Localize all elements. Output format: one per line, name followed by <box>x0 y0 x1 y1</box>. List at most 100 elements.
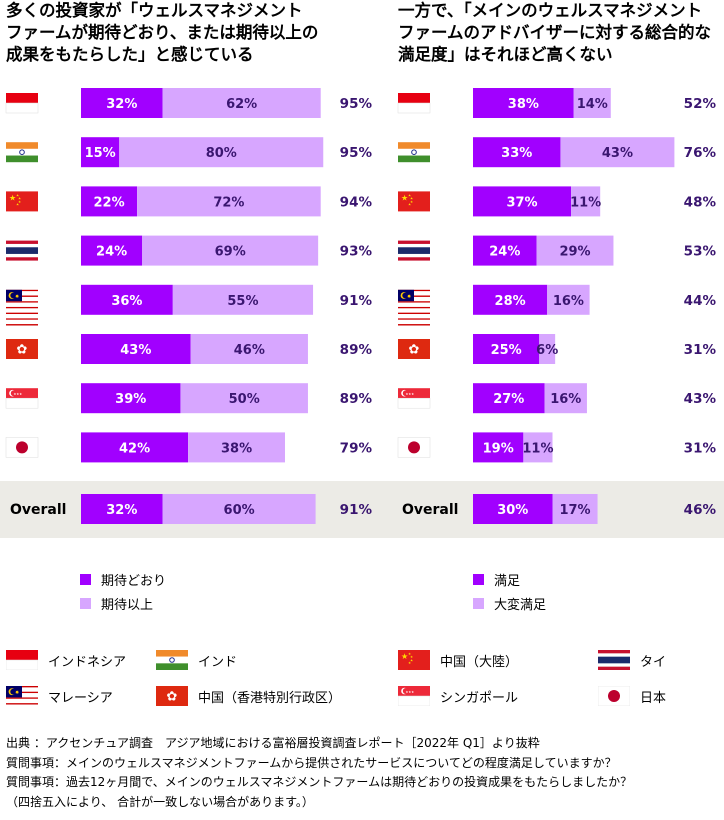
bar-value-label: 38% <box>508 97 539 112</box>
bar-value-label: 29% <box>559 245 590 260</box>
bar-segment-light <box>523 432 553 463</box>
bar-segment-light <box>539 334 556 364</box>
bar-row: 24% 29% 53% <box>398 235 716 266</box>
bar-total-label: 76% <box>684 145 717 161</box>
hongkong-flag: ✿ <box>6 339 38 359</box>
svg-text:★: ★ <box>401 652 408 661</box>
china-flag: ★ ★★★★ <box>398 650 430 670</box>
bar-total-label: 79% <box>340 440 373 456</box>
svg-text:✿: ✿ <box>409 343 420 358</box>
bar-total-label: 31% <box>684 440 717 456</box>
overall-label: Overall <box>402 502 458 518</box>
hongkong-flag: ✿ <box>398 339 430 359</box>
country-legend-item: インドネシア <box>6 645 126 675</box>
svg-text:★: ★ <box>16 193 19 197</box>
singapore-flag: ★★★ <box>397 388 431 409</box>
japan-flag <box>598 686 630 706</box>
svg-text:★: ★ <box>410 655 413 659</box>
svg-text:★: ★ <box>18 196 21 200</box>
legend-label: 満足 <box>494 573 521 589</box>
svg-text:★: ★ <box>408 193 411 197</box>
svg-text:✸: ✸ <box>407 294 411 300</box>
bar-segment-dark <box>81 494 163 524</box>
country-legend-item: 日本 <box>598 681 666 711</box>
legend-item-satisfied: 満足 <box>473 567 546 591</box>
svg-text:✿: ✿ <box>17 343 28 358</box>
malaysia-flag: ✸ <box>6 686 38 706</box>
hongkong-flag: ✿ <box>156 686 188 706</box>
bar-segment-dark <box>473 284 548 315</box>
svg-text:★: ★ <box>16 202 19 206</box>
bar-row: ✸ 36% 55% 91% <box>6 284 372 327</box>
india-flag <box>398 142 430 163</box>
stacked-bar-charts: 32% 62% 95%15% 80% 95%★ ★★★★ 22% 72% 94%24% 69% 93… <box>5 88 717 524</box>
svg-text:✿: ✿ <box>167 690 178 705</box>
country-legend: インドネシア インド ★ ★ ★ ★ ★ 中国（大陸） タイ ✸ マレーシア ✿ 中国（香港特… <box>0 645 724 717</box>
bar-total-label: 43% <box>684 391 717 407</box>
country-legend-item: ✿ 中国（香港特別行政区） <box>156 681 341 711</box>
bar-value-label: 32% <box>106 97 137 112</box>
country-legend-item: ★ ★ ★ ★ ★ 中国（大陸） <box>398 645 518 675</box>
hongkong-flag: ✿ <box>156 686 188 706</box>
bar-total-label: 44% <box>684 293 717 309</box>
indonesia-flag <box>397 93 431 114</box>
singapore-flag: ★★★ <box>5 388 39 409</box>
bar-value-label: 50% <box>229 392 260 407</box>
bar-value-label: 15% <box>85 146 116 161</box>
bar-value-label: 19% <box>483 441 514 456</box>
svg-text:★: ★ <box>401 193 408 202</box>
svg-text:★: ★ <box>410 659 413 663</box>
bar-value-label: 69% <box>215 245 246 260</box>
bar-segment-dark <box>473 88 574 118</box>
country-legend-item: タイ <box>598 645 666 675</box>
bar-segment-dark <box>473 235 537 266</box>
bar-row: 42% 38% 79% <box>5 432 373 463</box>
bar-value-label: 17% <box>559 503 590 518</box>
bar-value-label: 38% <box>221 441 252 456</box>
bar-value-label: 60% <box>224 503 255 518</box>
thailand-flag <box>6 240 38 261</box>
bar-total-label: 93% <box>340 244 373 260</box>
bar-value-label: 62% <box>226 97 257 112</box>
bar-segment-light <box>162 88 321 118</box>
singapore-flag: ★★★ <box>398 686 430 706</box>
bar-value-label: 16% <box>553 294 584 309</box>
bar-segment-dark <box>81 284 173 315</box>
bar-total-label: 94% <box>340 194 373 210</box>
bar-value-label: 24% <box>489 245 520 260</box>
bar-row: ★ ★★★★ 22% 72% 94% <box>6 186 373 217</box>
legend-swatch-dark <box>473 573 484 585</box>
svg-text:✸: ✸ <box>15 690 19 696</box>
question-note-2: 質問事項：過去12ヶ月間で、メインのウェルスマネジメントファームは期待どおりの投… <box>6 775 633 789</box>
country-label: タイ <box>640 654 667 670</box>
bar-segment-light <box>560 137 675 168</box>
malaysia-flag: ✸ <box>398 289 430 327</box>
source-notes: 出典 ：アクセンチュア調査 アジア地域における富裕層投資調査レポート［2022年… <box>6 734 632 812</box>
bar-value-label: 46% <box>234 343 265 358</box>
bar-segment-light <box>137 186 321 217</box>
right-chart-title: 一方で、「メインのウェルスマネジメント ファームのアドバイザーに対する総合的な … <box>398 0 724 66</box>
bar-row: 33% 43% 76% <box>398 137 717 168</box>
country-label: マレーシア <box>48 690 113 706</box>
bar-row: Overall 32% 60% 91% <box>10 494 372 524</box>
country-label: 中国（大陸） <box>440 654 519 670</box>
bar-value-label: 11% <box>522 441 553 456</box>
bar-segment-dark <box>473 186 572 217</box>
legend-item-very-satisfied: 大変満足 <box>473 591 546 615</box>
bar-value-label: 11% <box>570 195 601 210</box>
bar-total-label: 89% <box>340 391 373 407</box>
bar-segment-light <box>180 383 308 414</box>
svg-text:★★★: ★★★ <box>14 392 23 396</box>
india-flag <box>156 650 188 670</box>
bar-row: ★★★ 27% 16% 43% <box>397 383 717 414</box>
bar-row: ✿ 43% 46% 89% <box>6 334 372 364</box>
svg-text:★: ★ <box>410 196 413 200</box>
right-chart-panel: 38% 14% 52%33% 43% 76%★ ★★★★ 37% 11% 48%24% 29% 53… <box>397 88 717 524</box>
bar-value-label: 24% <box>96 245 127 260</box>
bar-row: ★ ★★★★ 37% 11% 48% <box>398 186 716 217</box>
bar-segment-dark <box>81 235 143 266</box>
thailand-flag <box>398 240 430 261</box>
bar-value-label: 6% <box>536 343 558 358</box>
bar-value-label: 43% <box>120 343 151 358</box>
bar-total-label: 91% <box>340 502 373 518</box>
